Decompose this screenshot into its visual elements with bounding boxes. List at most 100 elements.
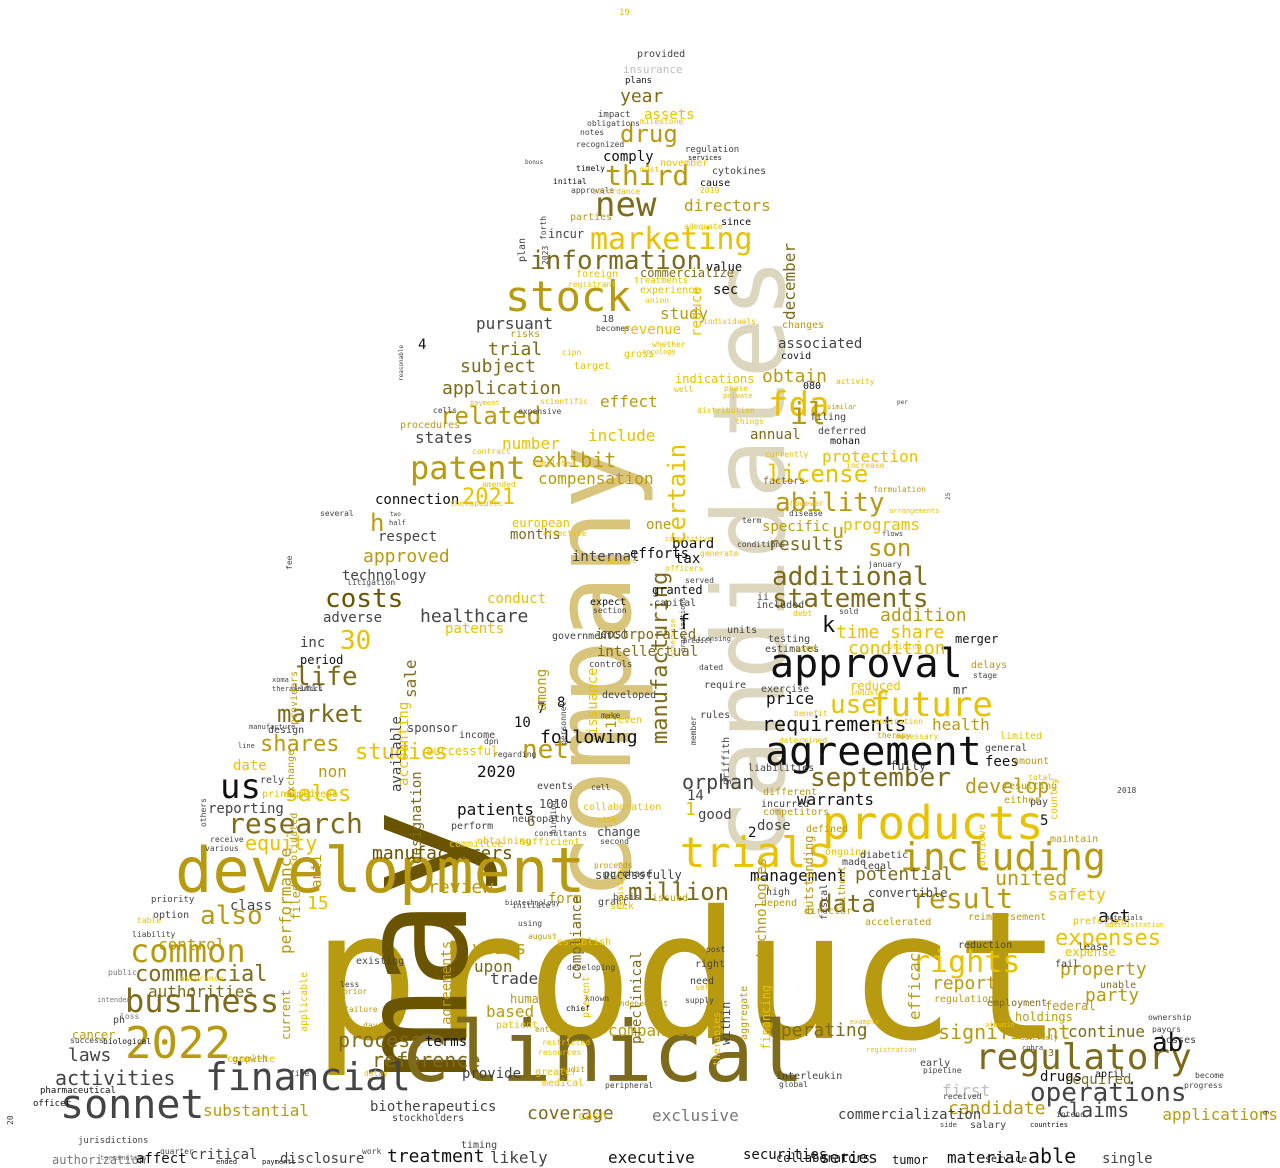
word-material: material: [947, 1148, 1025, 1167]
word-3: 3: [1048, 1048, 1055, 1059]
word-exchange: exchange: [286, 749, 297, 798]
word-upon: upon: [474, 957, 513, 976]
word-warrants: warrants: [797, 790, 875, 809]
word-us: us: [220, 767, 261, 807]
word-example: example: [850, 1018, 880, 1026]
word-milestone: milestone: [640, 117, 684, 126]
word-products: products: [822, 796, 1044, 850]
word-fee: fee: [285, 555, 294, 570]
word-believe: believe: [607, 557, 637, 565]
word-work: work: [362, 1147, 382, 1156]
word-laws: laws: [68, 1045, 112, 1066]
word-filing: filing: [810, 412, 847, 423]
word-4: 4: [418, 337, 427, 353]
word-personnel: personnel: [559, 701, 568, 745]
word-class: class: [230, 898, 273, 914]
word-pay: pay: [1030, 797, 1049, 808]
word-binding: binding: [549, 800, 558, 834]
word-pharmaceutical: pharmaceutical: [40, 1086, 116, 1096]
word-officer: officer: [33, 1099, 71, 1109]
word-market: market: [277, 700, 364, 728]
word-prevent: prevent: [581, 975, 592, 1018]
word-companies: companies: [608, 1021, 695, 1040]
word-financial: financial: [205, 1055, 411, 1099]
word-similar: similar: [827, 403, 857, 411]
word-two: two: [390, 511, 401, 518]
word-legal: legal: [862, 861, 893, 872]
word-things: things: [735, 417, 764, 426]
word-scientific: scientific: [540, 397, 589, 406]
word-different: different: [763, 787, 818, 798]
word-granted: granted: [652, 583, 703, 597]
word-entered: entered: [535, 1025, 569, 1034]
word-dose: dose: [757, 818, 791, 834]
word-collaborators: collaborators: [776, 1151, 870, 1165]
word-cost: cost: [600, 627, 629, 641]
word-license: license: [767, 460, 869, 488]
word-impact: impact: [598, 110, 631, 120]
word-restricted: restricted: [542, 1038, 591, 1047]
word-time-share: time share: [836, 622, 945, 643]
word-payors: payors: [1152, 1025, 1181, 1034]
word-comply: comply: [603, 149, 654, 165]
word-2021: 2021: [462, 485, 515, 510]
word-approved: approved: [363, 546, 450, 567]
word-19: 19: [619, 8, 630, 18]
word-section: section: [593, 606, 627, 615]
word-2018: 2018: [1117, 786, 1137, 795]
word-intellectual: intellectual: [597, 644, 699, 660]
word-amount: amount: [1013, 756, 1050, 767]
word-gross: gross: [624, 349, 655, 360]
word-substantial: substantial: [203, 1101, 309, 1120]
word-line: line: [238, 742, 255, 750]
word-even: even: [618, 715, 643, 726]
word-option: option: [153, 910, 190, 921]
word-new: new: [595, 185, 657, 225]
word-cash: cash: [578, 1109, 607, 1123]
word-applications: applications: [1162, 1105, 1278, 1124]
word-quarter: quarter: [160, 1147, 194, 1156]
word-results: results: [768, 534, 844, 555]
word-timing: timing: [461, 1140, 498, 1151]
word-first: first: [942, 1081, 991, 1100]
word-holdings: holdings: [1015, 1010, 1073, 1024]
word-trials: trials: [680, 828, 832, 877]
word-others: others: [199, 798, 208, 827]
word-regulatory: regulatory: [975, 1037, 1192, 1078]
word-days: days: [363, 1021, 383, 1030]
word-sponsor: sponsor: [407, 721, 458, 735]
word-income: income: [459, 730, 496, 741]
word-several: several: [320, 509, 354, 518]
word-included: included: [756, 600, 805, 611]
word-benefit: benefit: [794, 709, 828, 718]
word-dated: dated: [699, 663, 724, 672]
word-including: including: [900, 835, 1106, 879]
word-adequate: adequate: [684, 222, 723, 231]
word-months: months: [510, 527, 561, 543]
word-exhibit: exhibit: [532, 448, 617, 472]
word-years: years: [472, 938, 527, 959]
word-priority: priority: [151, 895, 195, 905]
word-predict: predict: [683, 637, 713, 645]
word-expenses: expenses: [1055, 926, 1161, 951]
word-approvals: approvals: [571, 186, 615, 195]
word-commercial: commercial: [135, 962, 268, 987]
word-patents: patents: [445, 621, 505, 637]
word-insurance: insurance: [623, 63, 683, 76]
word-director: director: [804, 906, 853, 917]
word-convertible: convertible: [868, 886, 948, 900]
word-accelerated: accelerated: [865, 917, 932, 928]
word-total: total: [1028, 773, 1053, 782]
word-agreement: agreement: [765, 729, 982, 775]
word-service: service: [985, 1154, 1028, 1165]
word-registrant: registrant: [568, 280, 617, 289]
word-conditions: conditions: [737, 540, 786, 549]
word-second: second: [600, 837, 629, 846]
word-commercialization: commercialization: [838, 1107, 982, 1123]
word-accordance: accordance: [592, 187, 641, 196]
word-result: result: [912, 882, 1014, 915]
word-compensation: compensation: [538, 469, 654, 488]
word-albumin: albumin: [985, 1021, 1015, 1029]
word-arrangements: arrangements: [889, 507, 940, 515]
word-price: price: [766, 689, 815, 708]
